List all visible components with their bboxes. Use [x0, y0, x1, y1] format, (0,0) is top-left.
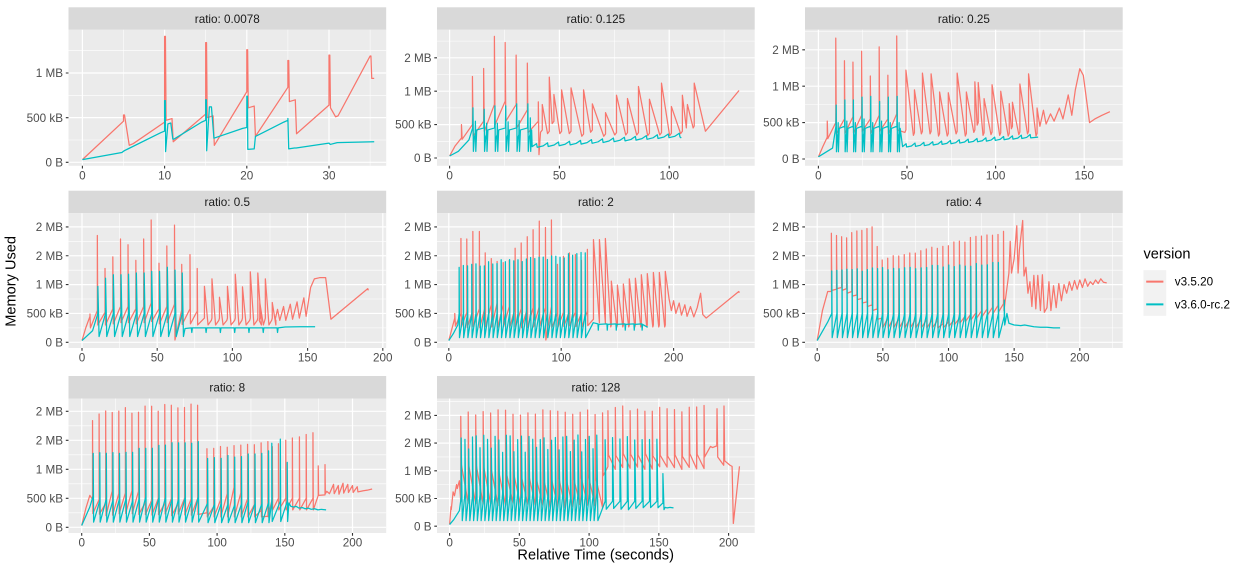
- svg-text:1 MB: 1 MB: [404, 279, 431, 292]
- svg-text:2 MB: 2 MB: [36, 434, 63, 447]
- svg-text:500 kB: 500 kB: [395, 119, 432, 132]
- svg-text:1 MB: 1 MB: [772, 279, 799, 292]
- svg-text:2 MB: 2 MB: [36, 250, 63, 263]
- svg-text:0 B: 0 B: [45, 156, 63, 169]
- svg-text:200: 200: [664, 352, 684, 365]
- svg-text:ratio: 0.5: ratio: 0.5: [205, 196, 251, 209]
- svg-text:200: 200: [1070, 352, 1090, 365]
- svg-text:1 MB: 1 MB: [36, 67, 63, 80]
- svg-text:2 MB: 2 MB: [772, 250, 799, 263]
- svg-text:200: 200: [343, 537, 363, 550]
- svg-text:2 MB: 2 MB: [404, 437, 431, 450]
- svg-text:ratio: 128: ratio: 128: [572, 381, 621, 394]
- svg-text:0: 0: [78, 537, 85, 550]
- svg-text:0: 0: [815, 169, 822, 182]
- svg-text:50: 50: [553, 169, 567, 182]
- svg-text:ratio: 2: ratio: 2: [578, 196, 614, 209]
- svg-text:100: 100: [207, 537, 227, 550]
- svg-text:150: 150: [649, 537, 669, 550]
- svg-text:10: 10: [158, 169, 172, 182]
- svg-text:100: 100: [986, 169, 1006, 182]
- svg-text:100: 100: [659, 169, 679, 182]
- svg-text:150: 150: [275, 537, 295, 550]
- svg-text:200: 200: [719, 537, 739, 550]
- svg-text:2 MB: 2 MB: [404, 250, 431, 263]
- svg-text:ratio: 4: ratio: 4: [946, 196, 982, 209]
- svg-text:0 B: 0 B: [45, 336, 63, 349]
- svg-text:0 B: 0 B: [414, 152, 432, 165]
- svg-text:2 MB: 2 MB: [772, 44, 799, 57]
- svg-text:v3.6.0-rc.2: v3.6.0-rc.2: [1175, 299, 1230, 312]
- svg-text:100: 100: [551, 352, 571, 365]
- svg-text:150: 150: [298, 352, 318, 365]
- svg-text:1 MB: 1 MB: [404, 85, 431, 98]
- svg-text:150: 150: [1004, 352, 1024, 365]
- svg-text:0: 0: [446, 352, 453, 365]
- svg-text:v3.5.20: v3.5.20: [1175, 276, 1214, 289]
- svg-text:50: 50: [151, 352, 165, 365]
- svg-text:500 kB: 500 kB: [763, 117, 800, 130]
- svg-text:50: 50: [513, 537, 527, 550]
- svg-text:2 MB: 2 MB: [772, 221, 799, 234]
- svg-text:ratio: 0.25: ratio: 0.25: [938, 13, 990, 26]
- svg-text:500 kB: 500 kB: [27, 112, 64, 125]
- svg-text:1 MB: 1 MB: [772, 80, 799, 93]
- svg-text:100: 100: [579, 537, 599, 550]
- svg-text:50: 50: [876, 352, 890, 365]
- svg-text:2 MB: 2 MB: [36, 405, 63, 418]
- svg-text:150: 150: [1074, 169, 1094, 182]
- svg-text:0: 0: [79, 169, 86, 182]
- svg-text:0 B: 0 B: [414, 520, 432, 533]
- svg-text:2 MB: 2 MB: [404, 221, 431, 234]
- svg-text:version: version: [1144, 247, 1191, 263]
- svg-text:100: 100: [939, 352, 959, 365]
- svg-text:0: 0: [79, 352, 86, 365]
- svg-text:500 kB: 500 kB: [395, 308, 432, 321]
- svg-text:1 MB: 1 MB: [404, 465, 431, 478]
- svg-text:1 MB: 1 MB: [36, 463, 63, 476]
- svg-text:0 B: 0 B: [45, 521, 63, 534]
- svg-text:ratio: 0.125: ratio: 0.125: [567, 13, 626, 26]
- svg-text:0: 0: [446, 537, 453, 550]
- svg-text:Memory Used: Memory Used: [4, 236, 20, 327]
- svg-text:500 kB: 500 kB: [395, 493, 432, 506]
- svg-text:Relative Time (seconds): Relative Time (seconds): [517, 548, 674, 564]
- svg-text:500 kB: 500 kB: [763, 308, 800, 321]
- svg-text:200: 200: [373, 352, 393, 365]
- svg-text:0 B: 0 B: [782, 336, 800, 349]
- svg-text:20: 20: [240, 169, 254, 182]
- svg-text:ratio: 0.0078: ratio: 0.0078: [195, 13, 260, 26]
- svg-text:500 kB: 500 kB: [27, 492, 64, 505]
- svg-text:1 MB: 1 MB: [36, 279, 63, 292]
- svg-text:0 B: 0 B: [414, 336, 432, 349]
- svg-text:500 kB: 500 kB: [27, 308, 64, 321]
- svg-text:0: 0: [446, 169, 453, 182]
- svg-text:50: 50: [143, 537, 157, 550]
- svg-text:2 MB: 2 MB: [36, 221, 63, 234]
- svg-text:ratio: 8: ratio: 8: [209, 381, 245, 394]
- svg-text:2 MB: 2 MB: [404, 52, 431, 65]
- svg-text:100: 100: [223, 352, 243, 365]
- svg-text:2 MB: 2 MB: [404, 410, 431, 423]
- svg-text:0 B: 0 B: [782, 153, 800, 166]
- svg-text:30: 30: [322, 169, 336, 182]
- svg-text:50: 50: [900, 169, 914, 182]
- svg-text:0: 0: [814, 352, 821, 365]
